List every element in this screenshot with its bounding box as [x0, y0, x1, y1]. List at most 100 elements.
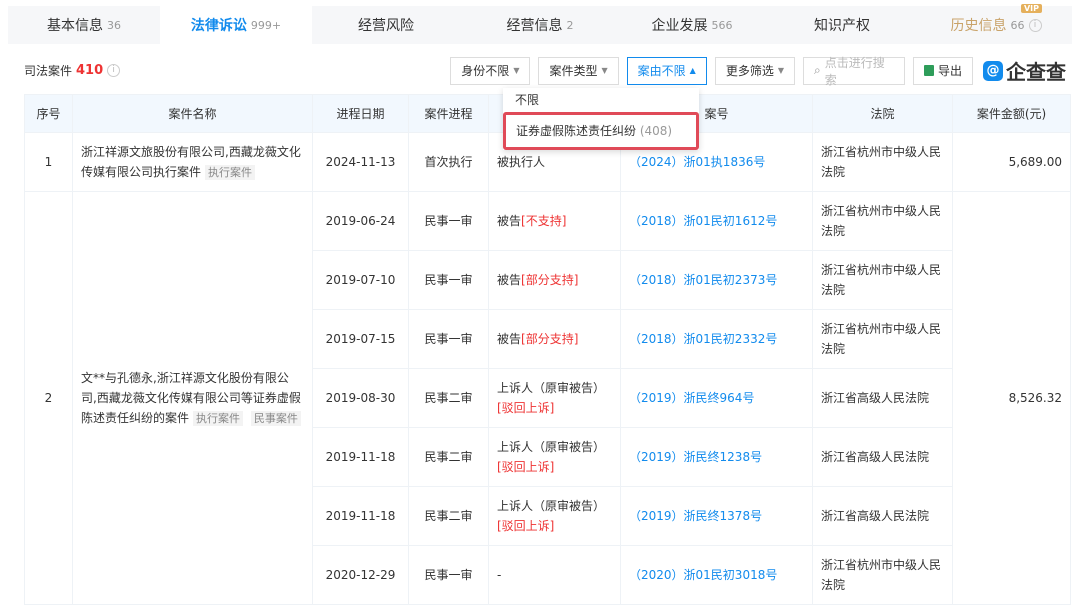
party-role: - [488, 545, 621, 605]
party-role: 被告[不支持] [488, 191, 621, 251]
process-stage: 民事一审 [408, 309, 489, 369]
process-date: 2019-11-18 [312, 486, 409, 546]
tab-0[interactable]: 基本信息 36 [8, 6, 160, 44]
tab-4[interactable]: 企业发展 566 [616, 6, 768, 44]
identity-filter-label: 身份不限 [461, 64, 510, 78]
tab-5[interactable]: 知识产权 [768, 6, 920, 44]
role-text: 被执行人 [497, 155, 546, 169]
column-header: 序号 [24, 94, 73, 133]
tab-count: 2 [566, 18, 574, 32]
table-row: 2019-11-18 民事二审 上诉人（原审被告） [驳回上诉] （2019）浙民终13… [25, 486, 1071, 546]
tab-6[interactable]: 历史信息 66 VIP i [920, 4, 1072, 44]
case-number[interactable]: （2018）浙01民初2373号 [620, 250, 813, 310]
role-text: 被告 [497, 332, 522, 346]
case-number[interactable]: （2018）浙01民初1612号 [620, 191, 813, 251]
case-table: 序号 案件名称 进程日期 案件进程 案号 法院 案件金额(元) 1 浙江祥源文旅股份有限公司,… [24, 94, 1071, 605]
judgment-result: [驳回上诉] [497, 460, 555, 474]
table-row: 2019-11-18 民事二审 上诉人（原审被告） [驳回上诉] （2019）浙民终12… [25, 427, 1071, 487]
process-date: 2019-07-10 [312, 250, 409, 310]
court: 浙江省杭州市中级人民法院 [812, 191, 953, 251]
dropdown-option-securities-fraud[interactable]: 证券虚假陈述责任纠纷 (408) [503, 112, 699, 150]
party-role: 上诉人（原审被告） [驳回上诉] [488, 427, 621, 487]
case-number[interactable]: （2019）浙民终1238号 [620, 427, 813, 487]
case-number-link[interactable]: （2020）浙01民初3018号 [629, 568, 778, 582]
case-number[interactable]: （2018）浙01民初2332号 [620, 309, 813, 369]
column-header: 案件名称 [72, 94, 313, 133]
tab-1[interactable]: 法律诉讼 999+ [160, 6, 312, 44]
case-number-link[interactable]: （2018）浙01民初2373号 [629, 273, 778, 287]
process-stage: 民事一审 [408, 545, 489, 605]
caret-down-icon: ▼ [513, 66, 520, 75]
process-date: 2019-11-18 [312, 427, 409, 487]
role-text: - [497, 568, 502, 582]
case-number-link[interactable]: （2018）浙01民初1612号 [629, 214, 778, 228]
case-type-filter[interactable]: 案件类型 ▼ [538, 56, 619, 85]
search-icon: ⌕ [813, 63, 821, 77]
case-number-link[interactable]: （2019）浙民终964号 [629, 391, 755, 405]
more-filter-label: 更多筛选 [725, 64, 774, 78]
case-number-link[interactable]: （2019）浙民终1378号 [629, 509, 763, 523]
excel-icon [923, 65, 934, 76]
caret-down-icon: ▼ [777, 66, 784, 75]
case-name[interactable]: 文**与孔德永,浙江祥源文化股份有限公司,西藏龙薇文化传媒有限公司等证券虚假陈述… [72, 191, 313, 605]
column-header: 案件进程 [408, 94, 489, 133]
case-number-link[interactable]: （2019）浙民终1238号 [629, 450, 763, 464]
tab-count: 999+ [250, 18, 282, 32]
vip-badge: VIP [1020, 4, 1042, 13]
tab-count: 566 [711, 18, 733, 32]
search-placeholder: 点击进行搜索 [824, 55, 885, 87]
info-icon[interactable]: i [1028, 18, 1042, 32]
tab-count: 36 [107, 18, 121, 32]
identity-filter[interactable]: 身份不限 ▼ [450, 56, 531, 85]
process-date: 2020-12-29 [312, 545, 409, 605]
process-stage: 首次执行 [408, 132, 489, 192]
table-row: 2 文**与孔德永,浙江祥源文化股份有限公司,西藏龙薇文化传媒有限公司等证券虚假陈… [24, 191, 1071, 605]
court: 浙江省杭州市中级人民法院 [812, 309, 953, 369]
info-icon[interactable]: i [107, 64, 121, 77]
option-count: (408) [639, 124, 673, 138]
export-button[interactable]: 导出 [912, 56, 973, 85]
tab-label: 经营信息 [506, 18, 563, 34]
option-label: 证券虚假陈述责任纠纷 [516, 124, 637, 138]
case-summary: 司法案件 410 i [24, 62, 121, 79]
tab-label: 企业发展 [651, 18, 708, 34]
cause-filter[interactable]: 案由不限 ▲ [626, 56, 707, 85]
tab-3[interactable]: 经营信息 2 [464, 6, 616, 44]
tab-bar: 基本信息 36 法律诉讼 999+ 经营风险 经营信息 2 企业发展 566 知识产权 历史信息 66… [8, 4, 1072, 44]
case-type-filter-label: 案件类型 [549, 64, 598, 78]
search-input[interactable]: ⌕ 点击进行搜索 [802, 55, 905, 87]
summary-label: 司法案件 [24, 64, 73, 78]
process-stage: 民事一审 [408, 191, 489, 251]
row-index: 1 [24, 132, 73, 192]
column-header: 案件金额(元) [952, 94, 1071, 133]
party-role: 被告[部分支持] [488, 250, 621, 310]
court: 浙江省高级人民法院 [812, 368, 953, 428]
judgment-result: [驳回上诉] [497, 519, 555, 533]
case-tag: 执行案件 [193, 410, 244, 426]
case-amount: 5,689.00 [952, 132, 1071, 192]
role-text: 上诉人（原审被告） [497, 440, 606, 454]
case-number-link[interactable]: （2024）浙01执1836号 [629, 155, 766, 169]
case-number[interactable]: （2019）浙民终1378号 [620, 486, 813, 546]
table-row: 2019-07-15 民事一审 被告[部分支持] （2018）浙01民初2332号 浙江… [25, 309, 1071, 369]
party-role: 被告[部分支持] [488, 309, 621, 369]
tab-2[interactable]: 经营风险 [312, 6, 464, 44]
case-number-link[interactable]: （2018）浙01民初2332号 [629, 332, 778, 346]
tab-label: 历史信息 [950, 18, 1007, 34]
dropdown-option-all[interactable]: 不限 [515, 93, 540, 107]
filter-toolbar: 身份不限 ▼ 案件类型 ▼ 案由不限 ▲ 更多筛选 ▼ ⌕ 点击进行搜索 导出 @ 企查查 [450, 55, 1066, 87]
case-number[interactable]: （2020）浙01民初3018号 [620, 545, 813, 605]
table-row: 2019-08-30 民事二审 上诉人（原审被告） [驳回上诉] （2019）浙民终96… [25, 368, 1071, 428]
more-filter[interactable]: 更多筛选 ▼ [714, 56, 795, 85]
role-text: 上诉人（原审被告） [497, 499, 606, 513]
case-number[interactable]: （2019）浙民终964号 [620, 368, 813, 428]
judgment-result: [部分支持] [521, 273, 579, 287]
case-name[interactable]: 浙江祥源文旅股份有限公司,西藏龙薇文化传媒有限公司执行案件 执行案件 [72, 132, 313, 192]
process-date: 2024-11-13 [312, 132, 409, 192]
caret-down-icon: ▼ [601, 66, 608, 75]
case-name-text: 浙江祥源文旅股份有限公司,西藏龙薇文化传媒有限公司执行案件 [81, 144, 301, 179]
party-role: 上诉人（原审被告） [驳回上诉] [488, 368, 621, 428]
court: 浙江省高级人民法院 [812, 486, 953, 546]
tab-count: 66 [1010, 18, 1025, 32]
court: 浙江省杭州市中级人民法院 [812, 250, 953, 310]
